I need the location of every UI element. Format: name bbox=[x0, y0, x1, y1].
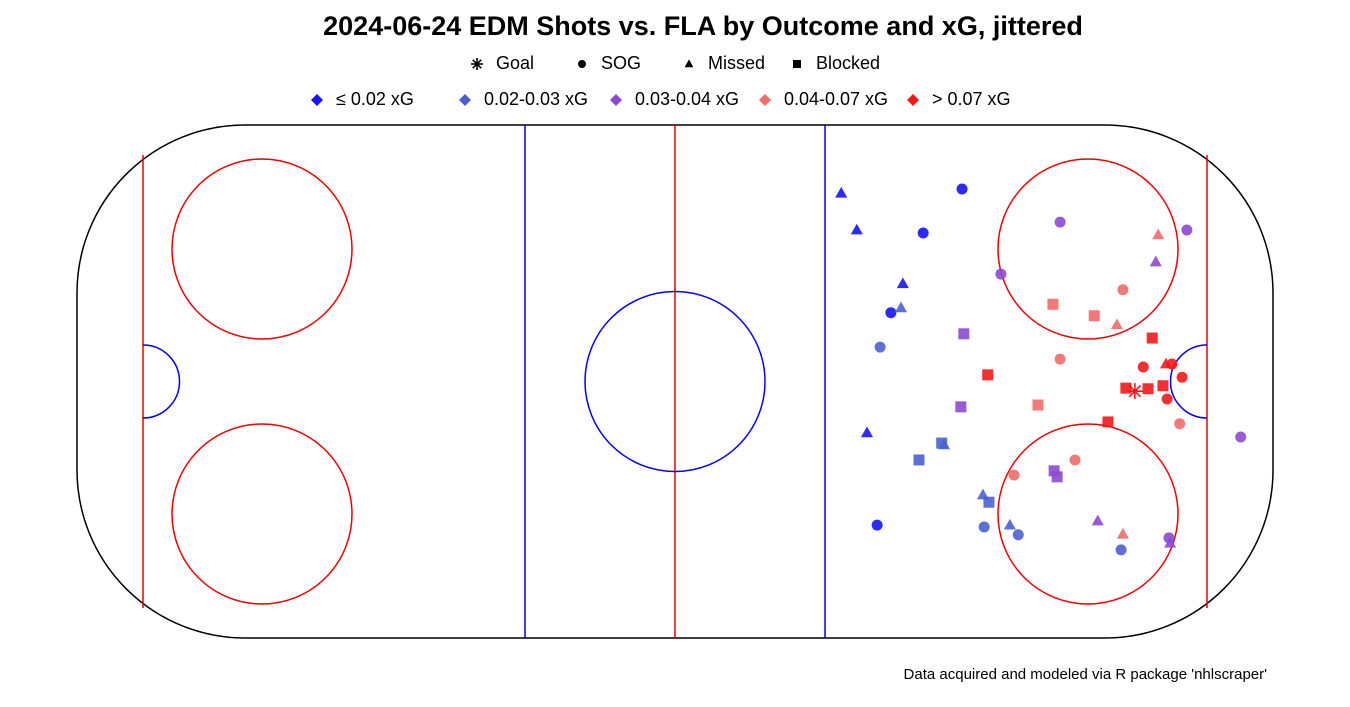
shot-point bbox=[1102, 416, 1114, 428]
shot-point bbox=[1048, 465, 1060, 477]
shot-point bbox=[871, 519, 883, 531]
shot-point bbox=[1152, 228, 1165, 240]
shot-point bbox=[917, 227, 929, 239]
faceoff-circle bbox=[171, 158, 353, 340]
legend-symbol bbox=[759, 94, 771, 106]
shot-point bbox=[1174, 418, 1186, 430]
legend-symbol bbox=[684, 59, 694, 68]
shot-point bbox=[1117, 284, 1129, 296]
faceoff-circle bbox=[997, 423, 1179, 605]
shot-point bbox=[896, 277, 909, 289]
legend-label: Goal bbox=[496, 53, 534, 73]
shot-point bbox=[1003, 518, 1016, 530]
shot-point bbox=[1161, 393, 1173, 405]
shot-point bbox=[1047, 298, 1059, 310]
goal-crease bbox=[142, 344, 181, 419]
shot-point bbox=[1054, 353, 1066, 365]
shot-point bbox=[1012, 529, 1024, 541]
legend-label: 0.03-0.04 xG bbox=[635, 89, 739, 109]
shot-point bbox=[1157, 380, 1169, 392]
chart-title: 2024-06-24 EDM Shots vs. FLA by Outcome … bbox=[323, 11, 1083, 41]
shot-point bbox=[1126, 383, 1143, 400]
legend-label: SOG bbox=[601, 53, 641, 73]
legend-symbol bbox=[610, 94, 622, 106]
shot-point bbox=[1181, 224, 1193, 236]
shot-point bbox=[978, 521, 990, 533]
shot-point bbox=[938, 438, 951, 450]
shot-point bbox=[1142, 383, 1154, 395]
legend-symbol bbox=[907, 94, 919, 106]
legend-label: 0.02-0.03 xG bbox=[484, 89, 588, 109]
shot-point bbox=[1235, 431, 1247, 443]
rink bbox=[76, 124, 1274, 639]
shot-point bbox=[1176, 371, 1188, 383]
legend-label: 0.04-0.07 xG bbox=[784, 89, 888, 109]
shot-point bbox=[976, 488, 990, 500]
legend-symbol bbox=[793, 60, 801, 68]
shot-point bbox=[958, 328, 970, 340]
shot-point bbox=[1088, 310, 1100, 322]
goal-crease bbox=[1169, 344, 1208, 419]
legend-label: Blocked bbox=[816, 53, 880, 73]
shot-point bbox=[850, 223, 863, 235]
shot-point bbox=[860, 426, 874, 438]
faceoff-circle bbox=[997, 158, 1179, 340]
shot-point bbox=[1069, 454, 1081, 466]
shot-point bbox=[1032, 399, 1044, 411]
shot-point bbox=[1120, 382, 1132, 394]
legend-symbol bbox=[311, 94, 323, 106]
shot-point bbox=[1146, 332, 1158, 344]
shot-point bbox=[1054, 216, 1066, 228]
shot-point bbox=[874, 341, 886, 353]
shot-point bbox=[1116, 527, 1129, 539]
shot-point bbox=[995, 268, 1007, 280]
legend-symbol bbox=[471, 58, 483, 70]
shot-point bbox=[894, 301, 908, 313]
shot-point bbox=[982, 369, 994, 381]
center-circle bbox=[584, 290, 766, 473]
caption: Data acquired and modeled via R package … bbox=[904, 666, 1268, 683]
faceoff-circle bbox=[171, 423, 353, 605]
shot-point bbox=[956, 183, 968, 195]
shot-point bbox=[983, 496, 995, 508]
legend-label: ≤ 0.02 xG bbox=[336, 89, 414, 109]
shot-point bbox=[913, 454, 925, 466]
shot-point bbox=[1110, 318, 1123, 330]
shot-point bbox=[1115, 544, 1127, 556]
legend-symbol bbox=[459, 94, 471, 106]
legend-label: Missed bbox=[708, 53, 765, 73]
shot-point bbox=[1164, 536, 1177, 548]
shot-point bbox=[1051, 471, 1063, 483]
legend-symbol bbox=[578, 60, 586, 68]
shot-point bbox=[835, 186, 848, 198]
shot-point bbox=[885, 307, 897, 319]
shot-point bbox=[1166, 358, 1178, 370]
legend-label: > 0.07 xG bbox=[932, 89, 1011, 109]
shot-point bbox=[1137, 361, 1149, 373]
shot-point bbox=[1091, 514, 1104, 526]
shot-point bbox=[1008, 469, 1020, 481]
shot-point bbox=[1149, 255, 1162, 267]
shot-point bbox=[955, 401, 967, 413]
